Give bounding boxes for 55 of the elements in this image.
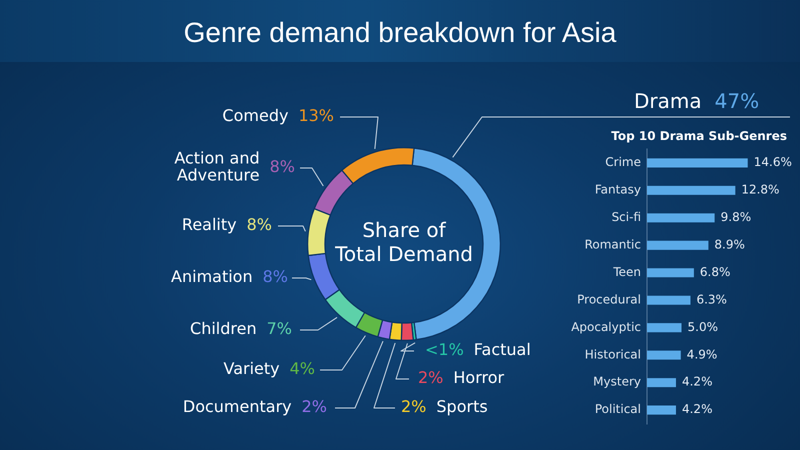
- data-label: 4.2%: [682, 374, 712, 389]
- data-label: 6.8%: [700, 264, 730, 279]
- data-label: 14.6%: [754, 155, 792, 170]
- y-tick-label: Political: [594, 402, 641, 416]
- bar: [647, 240, 708, 250]
- slice-label: Variety: [223, 359, 280, 378]
- data-label: 2%: [418, 368, 444, 388]
- data-label: 4.9%: [686, 347, 718, 362]
- slice-label: Drama: [634, 89, 702, 114]
- bar: [647, 186, 736, 195]
- y-tick-label: Romantic: [584, 237, 641, 252]
- data-label: 13%: [298, 106, 334, 126]
- data-label: 8%: [246, 215, 272, 234]
- text: Share of Total Demand: [334, 218, 473, 266]
- bar: [647, 378, 676, 388]
- y-tick-label: Historical: [584, 347, 641, 362]
- slice-label: Animation: [171, 267, 253, 286]
- data-label: 6.3%: [696, 292, 727, 306]
- data-label: 4%: [290, 359, 315, 378]
- data-label: 2%: [401, 397, 426, 416]
- data-label: <1%: [425, 340, 464, 360]
- bar: [647, 323, 682, 332]
- slice-label: Reality: [182, 215, 237, 234]
- y-tick-label: Fantasy: [594, 182, 641, 197]
- data-label: 8%: [270, 157, 295, 176]
- bar: [647, 158, 748, 168]
- data-label: 7%: [266, 319, 292, 338]
- y-tick-label: Mystery: [593, 374, 641, 389]
- data-label: 4.2%: [682, 402, 712, 416]
- slice-label: Comedy: [222, 106, 288, 126]
- data-label: 9.8%: [720, 210, 752, 224]
- slice-label: Factual: [474, 340, 531, 360]
- data-label: 47%: [714, 89, 760, 114]
- data-label: 8%: [262, 267, 288, 286]
- data-label: 5.0%: [688, 320, 718, 334]
- slice-label: Action and Adventure: [174, 148, 260, 185]
- data-label: 8.9%: [714, 237, 745, 252]
- y-tick-label: Teen: [612, 264, 641, 279]
- bar: [647, 296, 690, 305]
- bar: [647, 268, 694, 278]
- data-label: 2%: [302, 397, 327, 416]
- bar: [647, 350, 681, 360]
- slice-label: Sports: [436, 397, 488, 416]
- y-tick-label: Sci-fi: [612, 210, 641, 224]
- slice-label: Children: [190, 319, 257, 338]
- data-label: 12.8%: [741, 182, 780, 197]
- chart-title: Top 10 Drama Sub-Genres: [611, 129, 787, 145]
- chart-title: Genre demand breakdown for Asia: [184, 16, 616, 50]
- y-tick-label: Crime: [605, 155, 641, 170]
- bar: [647, 213, 715, 222]
- slice-label: Documentary: [182, 397, 292, 416]
- y-tick-label: Procedural: [577, 292, 641, 306]
- slice-label: Horror: [453, 368, 505, 388]
- bar: [647, 406, 676, 415]
- y-tick-label: Apocalyptic: [571, 320, 641, 334]
